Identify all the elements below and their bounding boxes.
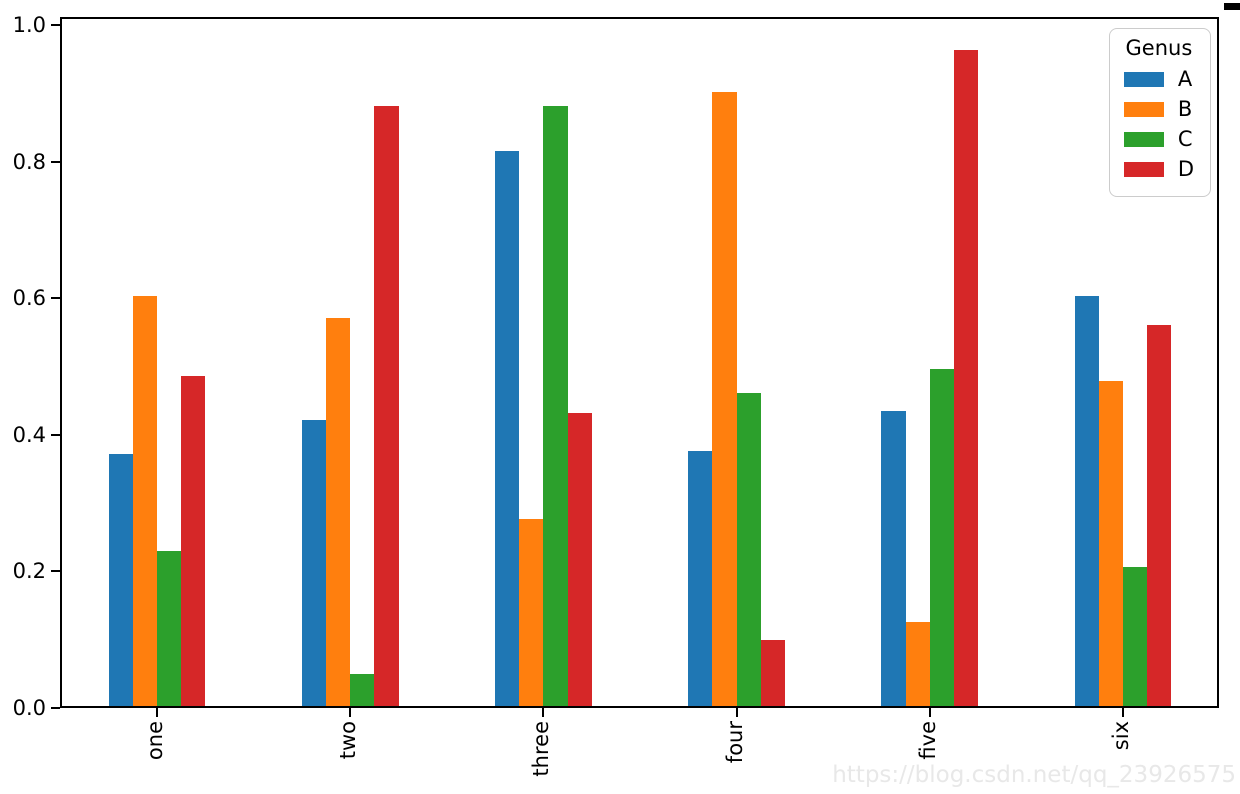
y-tick-label: 0.0 [12, 696, 46, 720]
y-tick [50, 433, 60, 436]
x-tick-label: one [143, 721, 168, 761]
x-tick [735, 708, 738, 717]
legend-item-D: D [1123, 154, 1194, 184]
x-tick-label: four [722, 721, 747, 764]
bar-C-two [350, 674, 375, 707]
legend-swatch-B [1123, 101, 1164, 117]
bar-D-three [567, 413, 592, 707]
bar-C-one [157, 551, 182, 707]
bar-D-four [760, 640, 785, 707]
y-tick [50, 297, 60, 300]
bar-A-one [108, 454, 133, 707]
x-tick-label: three [529, 721, 554, 777]
y-tick-label: 0.6 [12, 286, 46, 311]
bar-A-three [495, 150, 520, 707]
bar-B-six [1098, 380, 1123, 707]
bar-B-four [712, 92, 737, 707]
y-tick-label: 0.2 [12, 559, 46, 584]
y-tick [50, 160, 60, 163]
bar-B-five [905, 621, 930, 707]
x-tick-label: six [1108, 721, 1133, 751]
y-tick [50, 570, 60, 573]
bar-B-one [132, 295, 158, 707]
legend-title: Genus [1125, 36, 1193, 60]
watermark-text: https://blog.csdn.net/qq_23926575 [832, 762, 1236, 788]
x-tick-label: two [336, 721, 361, 760]
corner-artifact [1224, 3, 1240, 10]
bar-C-five [929, 369, 954, 707]
x-tick [1121, 708, 1124, 717]
x-tick [542, 708, 545, 717]
bar-C-three [543, 106, 568, 707]
legend-item-C: C [1123, 124, 1194, 154]
bar-B-two [326, 317, 351, 707]
bar-A-two [301, 420, 327, 707]
legend-swatch-D [1123, 161, 1164, 177]
legend-item-label: B [1177, 97, 1193, 121]
x-tick [928, 708, 931, 717]
legend-item-label: D [1177, 157, 1194, 181]
legend-item-label: C [1177, 127, 1193, 151]
bar-D-five [953, 50, 979, 707]
bar-D-two [374, 106, 399, 707]
bar-A-six [1074, 295, 1099, 707]
bar-D-one [181, 375, 206, 707]
legend-swatch-A [1123, 71, 1164, 87]
x-tick [156, 708, 159, 717]
legend-swatch-C [1123, 131, 1164, 147]
legend-item-A: A [1123, 64, 1194, 94]
x-tick [349, 708, 352, 717]
bar-A-four [688, 450, 713, 707]
bar-A-five [881, 411, 906, 707]
y-tick-label: 0.8 [12, 149, 46, 174]
legend-item-B: B [1123, 94, 1194, 124]
bar-C-four [736, 392, 761, 707]
axes-frame [60, 17, 1219, 708]
y-tick [50, 24, 60, 27]
x-tick-label: five [915, 721, 940, 760]
bar-C-six [1122, 567, 1148, 707]
bar-B-three [519, 519, 544, 707]
y-tick [50, 707, 60, 709]
y-tick-label: 1.0 [12, 13, 46, 38]
y-tick-label: 0.4 [12, 422, 46, 447]
bar-D-six [1147, 324, 1172, 707]
legend-item-label: A [1177, 67, 1193, 91]
